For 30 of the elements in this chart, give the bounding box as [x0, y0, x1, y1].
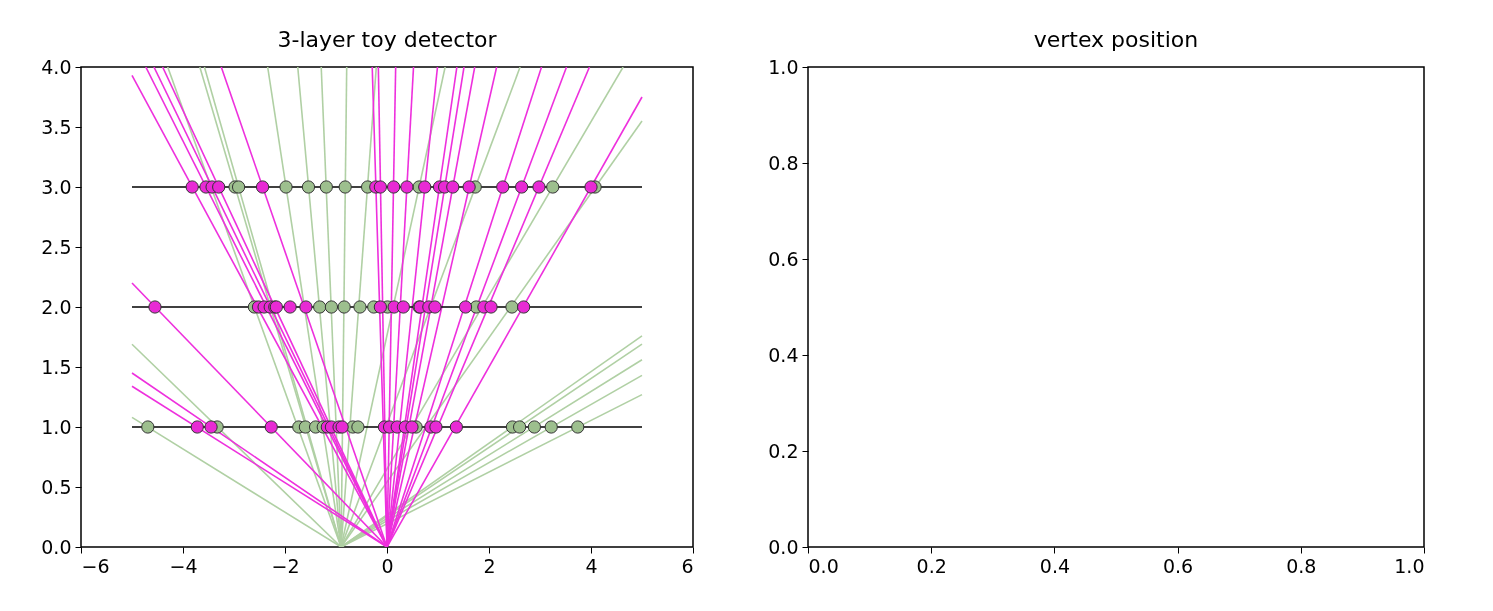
y-tick-label: 4.0	[41, 55, 72, 78]
y-tick-label: 3.5	[41, 115, 72, 138]
y-tick-label: 3.0	[41, 175, 72, 198]
x-tick-label: 1.0	[1394, 554, 1425, 577]
y-tick-label: 2.0	[41, 295, 72, 318]
y-tick-label: 0.4	[768, 343, 799, 366]
chart-title: 3-layer toy detector	[277, 27, 498, 52]
x-tick-label: 4	[585, 554, 598, 577]
y-tick-label: 1.0	[41, 415, 72, 438]
x-tick-label: 6	[681, 554, 694, 577]
x-tick-label: 0.0	[808, 554, 839, 577]
x-tick-label: 0.8	[1286, 554, 1317, 577]
x-tick-label: −2	[271, 554, 300, 577]
x-tick-label: 2	[483, 554, 496, 577]
y-tick-label: 0.0	[768, 535, 799, 558]
x-tick-label: −4	[169, 554, 198, 577]
y-tick-label: 0.5	[41, 475, 72, 498]
y-tick-label: 0.8	[768, 151, 799, 174]
y-tick-label: 2.5	[41, 235, 72, 258]
y-tick-label: 0.2	[768, 439, 799, 462]
x-tick-label: 0.6	[1162, 554, 1194, 577]
x-tick-label: 0	[381, 554, 394, 577]
x-tick-label: 0.4	[1039, 554, 1071, 577]
y-tick-label: 0.6	[768, 247, 799, 270]
x-tick-label: −6	[81, 554, 110, 577]
chart-title: vertex position	[1033, 27, 1199, 52]
y-tick-label: 1.5	[41, 355, 72, 378]
y-tick-label: 0.0	[41, 535, 72, 558]
x-tick-label: 0.2	[916, 554, 947, 577]
y-tick-label: 1.0	[768, 55, 799, 78]
